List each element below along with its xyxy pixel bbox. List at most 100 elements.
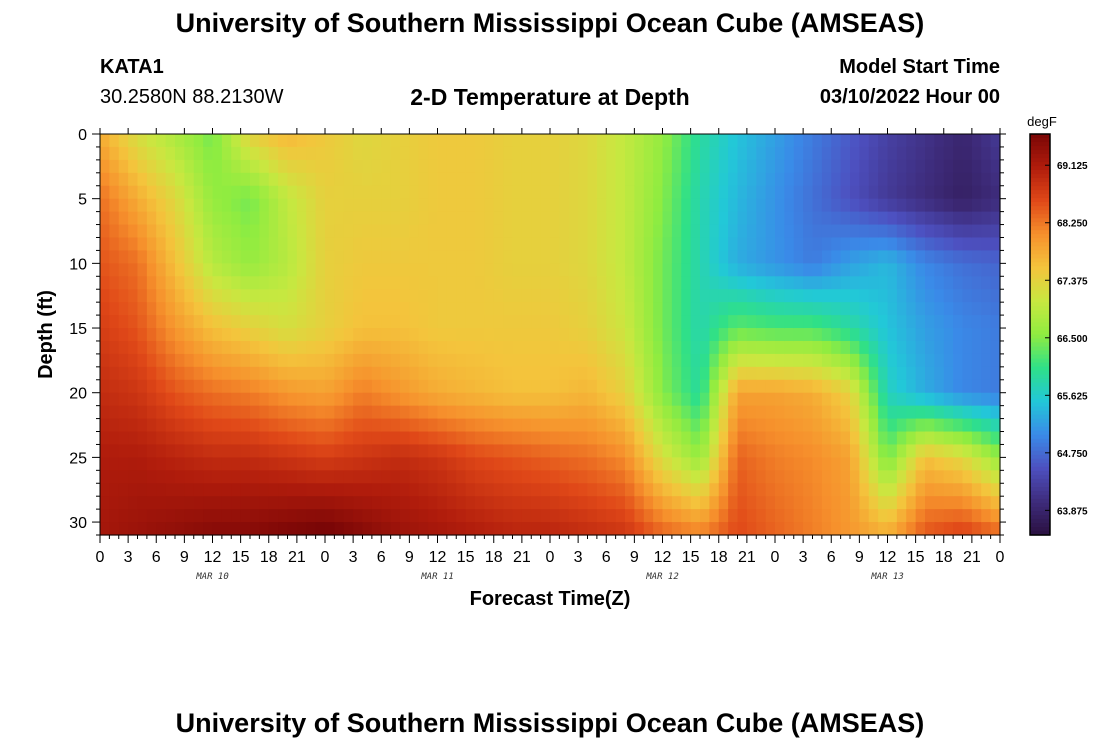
heatmap-cell (296, 379, 307, 394)
heatmap-cell (353, 379, 364, 394)
heatmap-cell (803, 496, 814, 510)
heatmap-cell (315, 211, 326, 226)
heatmap-cell (109, 457, 120, 471)
heatmap-cell (681, 431, 692, 446)
heatmap-cell (184, 172, 195, 187)
heatmap-cell (306, 211, 317, 226)
heatmap-cell (681, 457, 692, 471)
heatmap-cell (315, 496, 326, 510)
heatmap-cell (503, 276, 514, 290)
heatmap-cell (634, 263, 645, 277)
heatmap-cell (475, 470, 485, 484)
heatmap-cell (971, 237, 982, 252)
x-tick-label: 0 (996, 549, 1005, 566)
heatmap-cell (971, 509, 982, 523)
heatmap-cell (728, 366, 739, 381)
heatmap-cell (390, 172, 401, 187)
heatmap-cell (315, 263, 326, 277)
heatmap-cell (334, 496, 345, 510)
heatmap-cell (784, 237, 795, 252)
heatmap-cell (118, 146, 129, 161)
heatmap-cell (700, 483, 710, 497)
heatmap-cell (371, 457, 382, 471)
heatmap-cell (156, 431, 167, 446)
heatmap-cell (175, 392, 185, 407)
heatmap-cell (662, 198, 673, 213)
heatmap-cell (615, 328, 626, 342)
heatmap-cell (859, 224, 870, 239)
heatmap-cell (634, 483, 645, 497)
heatmap-cell (737, 496, 748, 510)
heatmap-cell (250, 418, 260, 433)
heatmap-cell (325, 457, 335, 471)
heatmap-cell (268, 276, 279, 290)
heatmap-cell (850, 315, 860, 329)
heatmap-cell (175, 315, 185, 329)
colorbar-tick-label: 63.875 (1057, 506, 1088, 517)
heatmap-cell (925, 250, 935, 264)
heatmap-cell (690, 379, 701, 394)
heatmap-cell (943, 483, 954, 497)
heatmap-cell (812, 159, 823, 174)
heatmap-cell (643, 250, 654, 264)
heatmap-cell (634, 134, 645, 148)
heatmap-cell (400, 224, 410, 239)
heatmap-cell (568, 340, 579, 355)
heatmap-cell (156, 237, 167, 252)
heatmap-cell (446, 483, 457, 497)
heatmap-cell (756, 457, 767, 471)
heatmap-cell (559, 444, 570, 458)
heatmap-cell (484, 224, 495, 239)
heatmap-cell (756, 392, 767, 407)
heatmap-cell (212, 431, 223, 446)
heatmap-cell (503, 134, 514, 148)
heatmap-cell (934, 418, 945, 433)
heatmap-cell (456, 224, 467, 239)
heatmap-cell (831, 353, 842, 368)
heatmap-cell (568, 483, 579, 497)
heatmap-cell (165, 289, 176, 303)
heatmap-cell (971, 457, 982, 471)
heatmap-cell (137, 405, 148, 420)
heatmap-cell (596, 392, 607, 407)
heatmap-cell (718, 483, 729, 497)
heatmap-cell (943, 198, 954, 213)
heatmap-cell (868, 302, 879, 316)
heatmap-cell (540, 496, 551, 510)
heatmap-cell (700, 353, 710, 368)
heatmap-cell (596, 134, 607, 148)
heatmap-cell (550, 302, 560, 316)
heatmap-cell (793, 483, 804, 497)
heatmap-cell (625, 379, 635, 394)
heatmap-cell (250, 470, 260, 484)
heatmap-cell (353, 276, 364, 290)
heatmap-cell (812, 457, 823, 471)
heatmap-cell (709, 146, 720, 161)
heatmap-cell (156, 340, 167, 355)
heatmap-cell (990, 457, 1001, 471)
heatmap-cell (990, 159, 1001, 174)
heatmap-cell (278, 470, 289, 484)
heatmap-cell (634, 172, 645, 187)
heatmap-cell (156, 289, 167, 303)
heatmap-cell (250, 250, 260, 264)
heatmap-cell (653, 431, 664, 446)
heatmap-cell (990, 496, 1001, 510)
heatmap-cell (240, 379, 251, 394)
colorbar-band (1030, 422, 1050, 428)
heatmap-cell (643, 379, 654, 394)
heatmap-cell (437, 340, 448, 355)
heatmap-cell (231, 470, 242, 484)
heatmap-cell (971, 496, 982, 510)
colorbar-band (1030, 306, 1050, 312)
heatmap-cell (953, 457, 964, 471)
heatmap-cell (653, 509, 664, 523)
heatmap-cell (550, 405, 560, 420)
heatmap-cell (850, 211, 860, 226)
heatmap-cell (718, 392, 729, 407)
heatmap-cell (456, 315, 467, 329)
heatmap-cell (850, 289, 860, 303)
heatmap-cell (550, 134, 560, 148)
heatmap-cell (728, 392, 739, 407)
x-axis-label: Forecast Time(Z) (470, 588, 631, 610)
